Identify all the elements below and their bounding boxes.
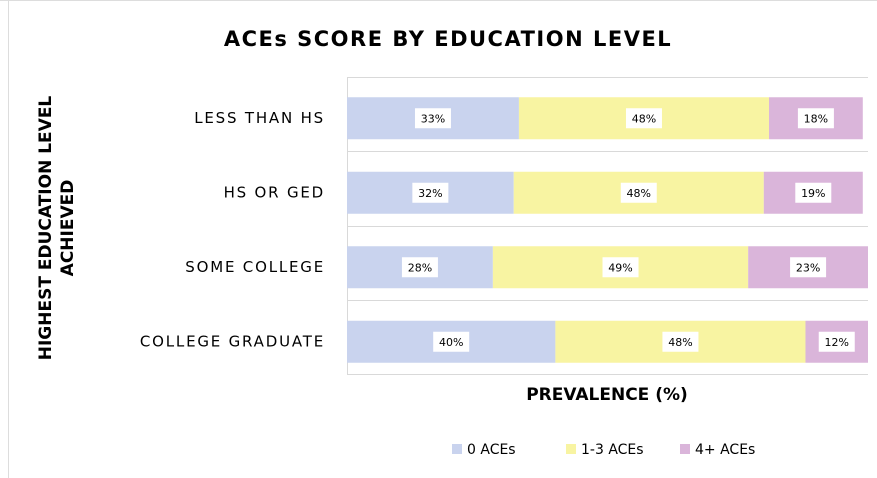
value-label-box — [818, 331, 855, 352]
y-axis-title: ACHIEVED — [58, 180, 78, 277]
y-tick-label: COLLEGE GRADUATE — [140, 332, 325, 350]
value-label: 48% — [627, 187, 651, 200]
legend-label: 0 ACEs — [467, 442, 516, 458]
y-tick-label: SOME COLLEGE — [185, 258, 325, 276]
value-label-box — [602, 257, 639, 278]
value-label: 19% — [801, 187, 825, 200]
value-label: 40% — [439, 336, 463, 349]
value-label-box — [662, 331, 699, 352]
value-label-box — [625, 108, 662, 129]
y-axis-title: HIGHEST EDUCATION LEVEL — [36, 96, 56, 361]
legend-swatch — [452, 444, 462, 454]
value-label-box — [412, 182, 449, 203]
value-label-box — [620, 182, 657, 203]
y-tick-label: HS OR GED — [224, 183, 325, 201]
value-label-box — [795, 182, 832, 203]
legend-label: 1-3 ACEs — [581, 442, 644, 458]
value-label: 33% — [421, 112, 445, 125]
value-label: 28% — [408, 261, 432, 274]
value-label: 48% — [632, 112, 656, 125]
x-axis-title: PREVALENCE (%) — [526, 385, 688, 405]
value-label: 48% — [668, 336, 692, 349]
value-label-box — [401, 257, 438, 278]
value-label: 23% — [796, 261, 820, 274]
y-tick-label: LESS THAN HS — [194, 109, 325, 127]
value-label-box — [790, 257, 827, 278]
value-label-box — [433, 331, 470, 352]
value-label: 18% — [804, 112, 828, 125]
value-label-box — [414, 108, 451, 129]
legend-swatch — [680, 444, 690, 454]
value-label: 32% — [418, 187, 442, 200]
value-label: 49% — [608, 261, 632, 274]
value-label-box — [797, 108, 834, 129]
legend-label: 4+ ACEs — [695, 442, 755, 458]
value-label: 12% — [825, 336, 849, 349]
legend-swatch — [566, 444, 576, 454]
chart-title: ACEs SCORE BY EDUCATION LEVEL — [224, 27, 672, 51]
plot-frame — [347, 77, 868, 375]
